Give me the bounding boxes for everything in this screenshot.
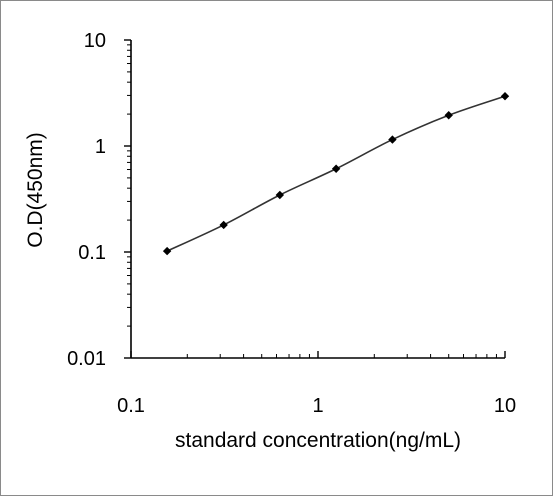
data-point-marker — [331, 164, 341, 173]
x-tick-label: 0.1 — [117, 395, 145, 417]
data-point-marker — [388, 135, 397, 144]
y-tick-label: 0.1 — [78, 242, 106, 264]
x-axis-title: standard concentration(ng/mL) — [175, 429, 461, 452]
data-point-marker — [275, 190, 285, 200]
y-tick-label: 1 — [95, 136, 106, 158]
data-point-marker — [500, 91, 510, 101]
y-tick-labels: 10 1 0.1 0.01 — [67, 30, 106, 370]
y-axis-title: O.D(450nm) — [24, 132, 47, 248]
y-tick-label: 0.01 — [67, 348, 106, 370]
x-tick-labels: 0.1 1 10 — [117, 395, 516, 417]
data-point-marker — [219, 220, 228, 230]
y-tick-label: 10 — [84, 30, 106, 52]
data-point-marker — [444, 111, 453, 120]
data-point-marker — [162, 246, 172, 256]
axes — [124, 39, 506, 359]
series-layer — [162, 91, 510, 256]
series-line — [166, 95, 506, 252]
x-tick-label: 1 — [312, 395, 323, 417]
x-tick-label: 10 — [494, 395, 516, 417]
